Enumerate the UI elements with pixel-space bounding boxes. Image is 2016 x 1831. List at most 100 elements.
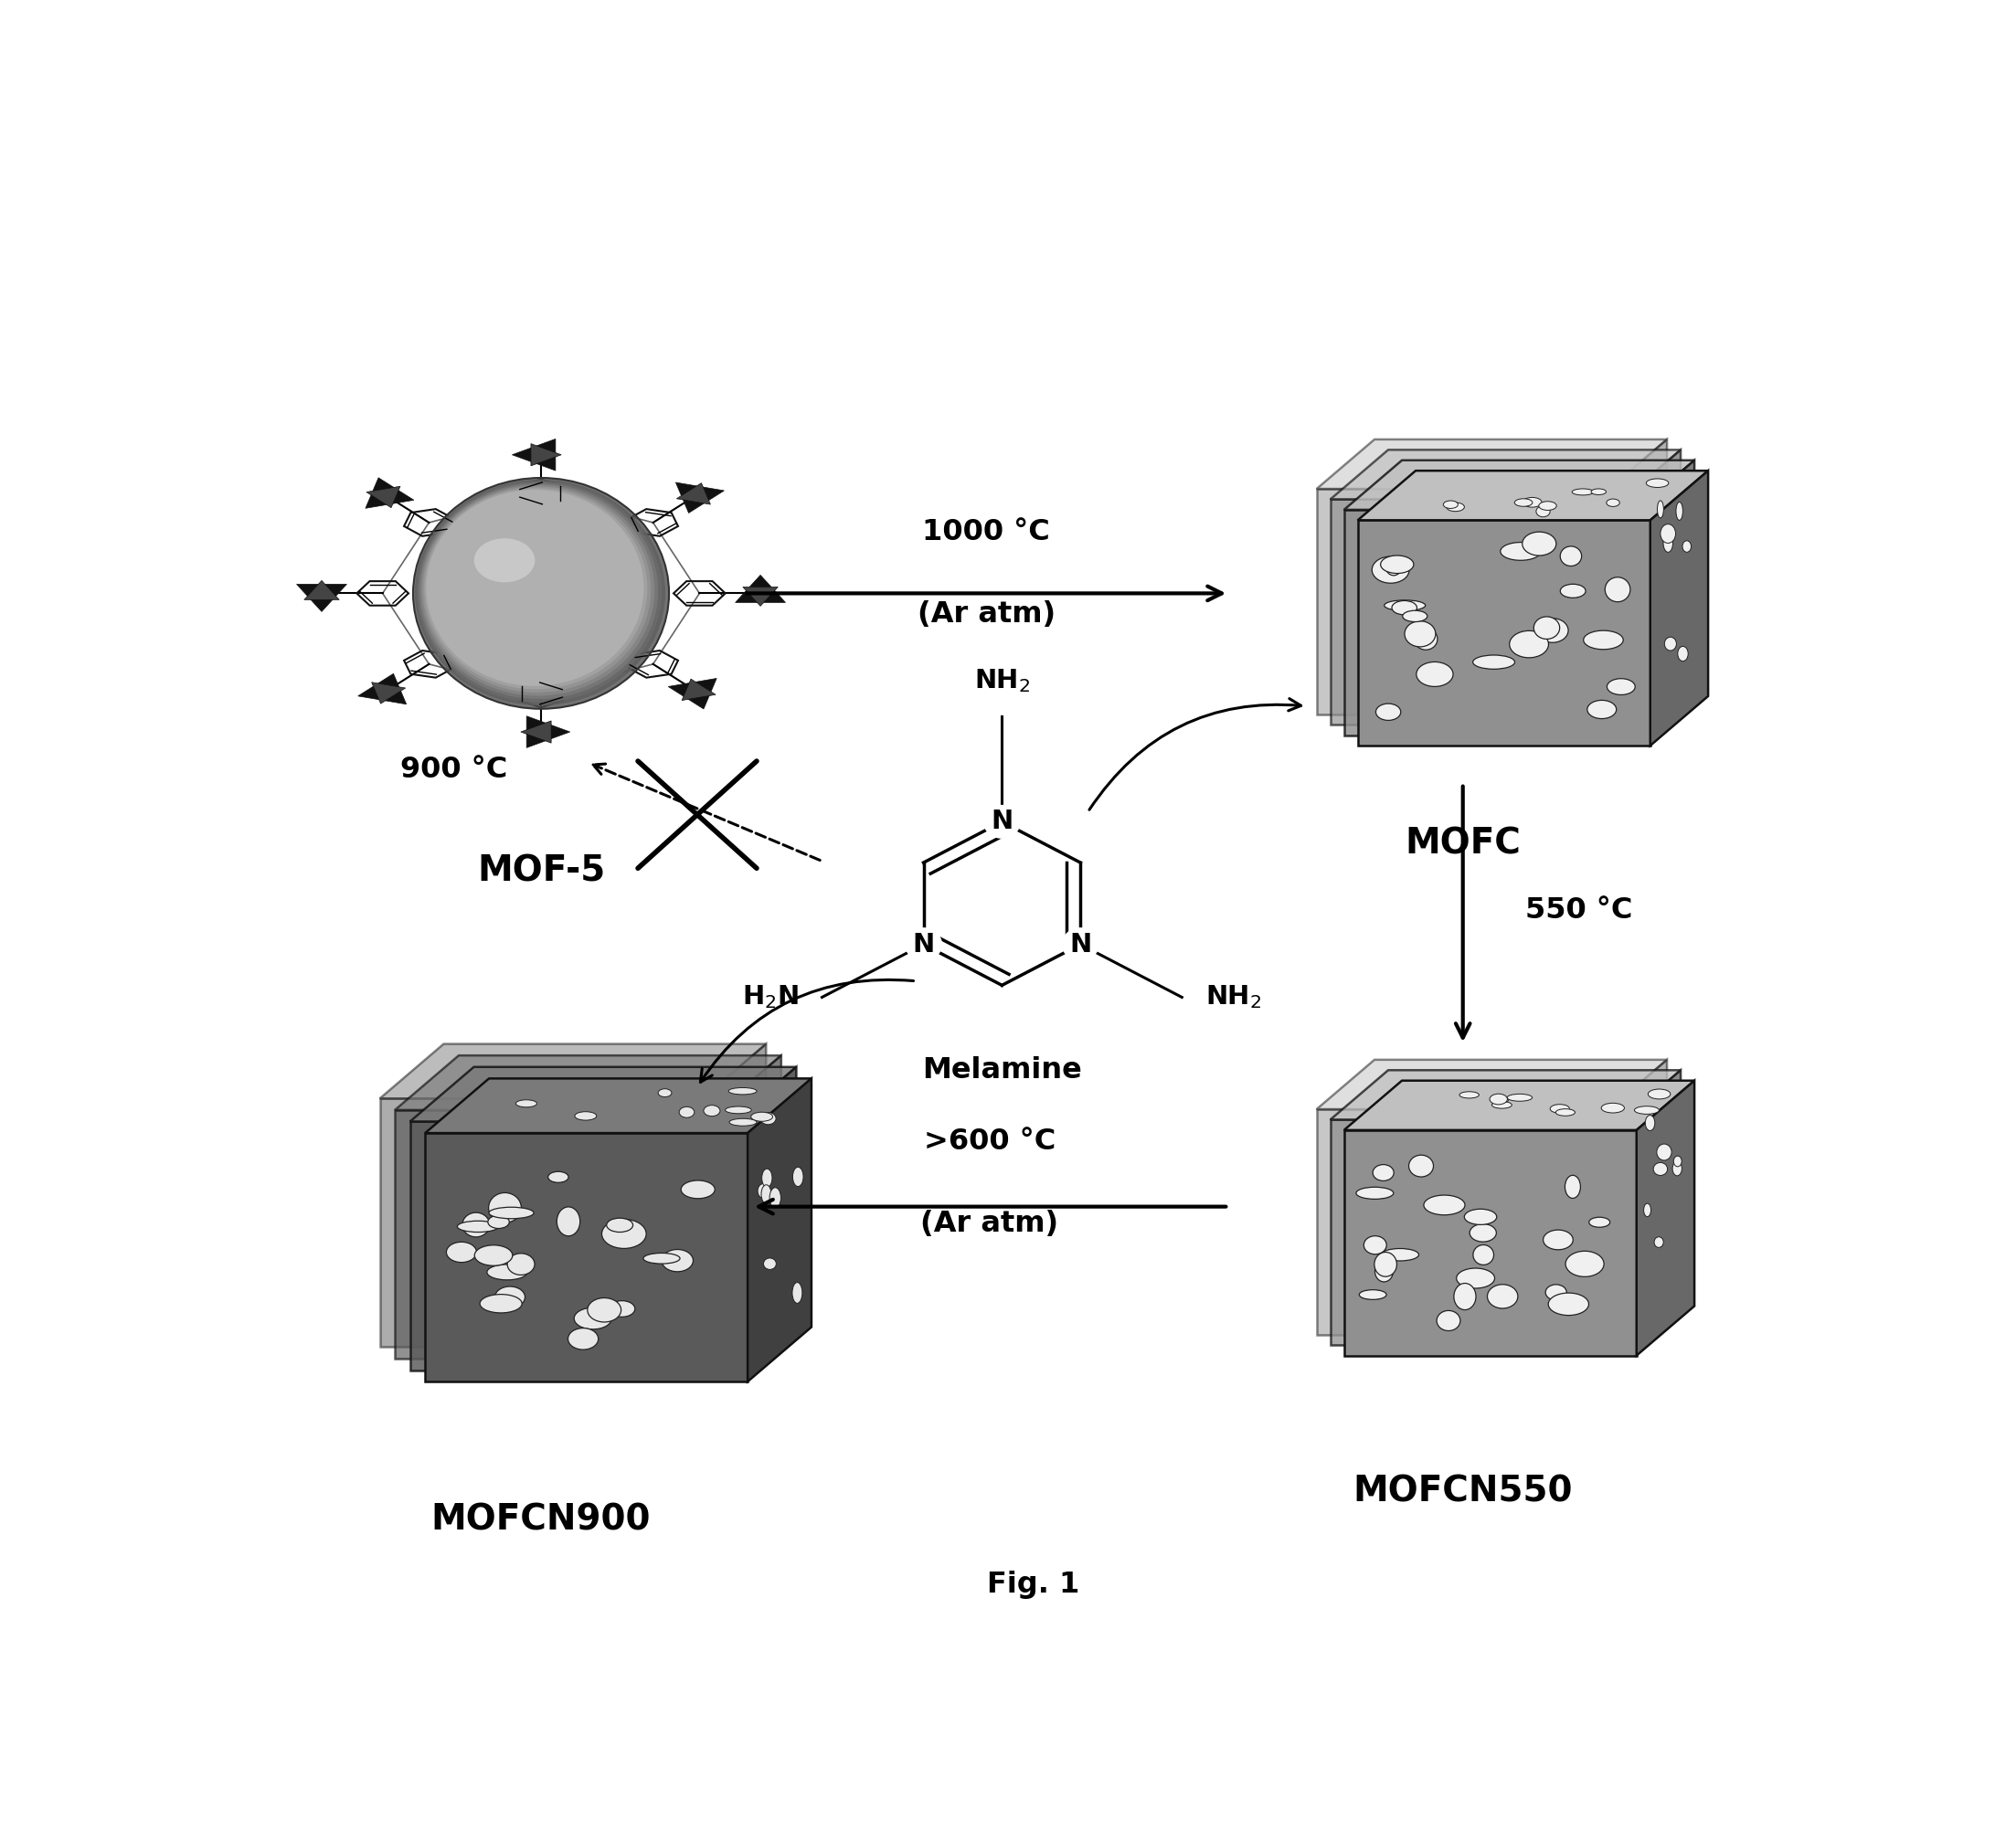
Ellipse shape: [1536, 619, 1568, 643]
Ellipse shape: [1492, 1102, 1512, 1108]
Polygon shape: [1651, 471, 1708, 745]
Ellipse shape: [1653, 1163, 1667, 1176]
Polygon shape: [677, 483, 710, 504]
Ellipse shape: [1454, 1284, 1476, 1309]
Ellipse shape: [1413, 628, 1437, 650]
Polygon shape: [1623, 450, 1681, 725]
Ellipse shape: [415, 480, 665, 705]
Polygon shape: [681, 679, 716, 701]
Ellipse shape: [1403, 610, 1427, 623]
Text: >600 °C: >600 °C: [923, 1128, 1054, 1155]
Ellipse shape: [661, 1249, 694, 1273]
Ellipse shape: [1673, 1155, 1681, 1166]
Polygon shape: [1331, 500, 1623, 725]
Ellipse shape: [679, 1106, 694, 1117]
Ellipse shape: [1536, 505, 1550, 516]
Ellipse shape: [1373, 557, 1409, 582]
Polygon shape: [296, 584, 347, 612]
Text: MOFCN550: MOFCN550: [1353, 1474, 1572, 1509]
Ellipse shape: [1683, 540, 1691, 553]
Ellipse shape: [1572, 489, 1595, 494]
Ellipse shape: [1564, 1176, 1581, 1197]
Ellipse shape: [1675, 502, 1683, 520]
Polygon shape: [530, 443, 560, 465]
Polygon shape: [512, 439, 556, 471]
Text: MOFCN900: MOFCN900: [431, 1503, 651, 1538]
Polygon shape: [1357, 520, 1651, 745]
Polygon shape: [379, 1044, 766, 1099]
Ellipse shape: [1661, 524, 1675, 544]
Ellipse shape: [1645, 1115, 1655, 1132]
Text: 550 °C: 550 °C: [1526, 897, 1633, 925]
Ellipse shape: [490, 1207, 534, 1219]
Ellipse shape: [1587, 699, 1617, 720]
Ellipse shape: [1391, 601, 1417, 615]
Ellipse shape: [1514, 498, 1532, 507]
Circle shape: [905, 928, 941, 961]
Ellipse shape: [508, 1254, 534, 1274]
Ellipse shape: [1657, 500, 1663, 518]
Ellipse shape: [726, 1106, 752, 1113]
Ellipse shape: [1490, 1093, 1508, 1104]
Polygon shape: [1345, 460, 1693, 509]
Ellipse shape: [1470, 1223, 1496, 1241]
Ellipse shape: [1496, 1097, 1508, 1102]
Ellipse shape: [1546, 1285, 1566, 1300]
Ellipse shape: [1522, 498, 1542, 507]
Ellipse shape: [1657, 1144, 1671, 1161]
Polygon shape: [379, 1099, 702, 1348]
Ellipse shape: [1601, 1102, 1625, 1113]
Ellipse shape: [1363, 1236, 1387, 1254]
Ellipse shape: [1357, 1186, 1393, 1199]
Polygon shape: [409, 1122, 732, 1370]
Ellipse shape: [413, 478, 669, 709]
Polygon shape: [1357, 471, 1708, 520]
Ellipse shape: [601, 1219, 647, 1249]
Ellipse shape: [764, 1258, 776, 1269]
Text: 1000 °C: 1000 °C: [923, 518, 1050, 547]
Ellipse shape: [1550, 1104, 1568, 1113]
Polygon shape: [718, 1055, 782, 1359]
Ellipse shape: [488, 1192, 522, 1223]
Ellipse shape: [575, 1111, 597, 1121]
Ellipse shape: [1542, 1230, 1572, 1251]
Ellipse shape: [1583, 630, 1623, 650]
Polygon shape: [675, 482, 724, 513]
Ellipse shape: [643, 1252, 679, 1263]
Ellipse shape: [1605, 577, 1631, 602]
Polygon shape: [1609, 439, 1667, 714]
Ellipse shape: [1655, 1238, 1663, 1247]
Text: N: N: [913, 932, 935, 958]
Text: H$_2$N: H$_2$N: [742, 983, 798, 1011]
Polygon shape: [1623, 1069, 1681, 1346]
Ellipse shape: [1647, 1089, 1671, 1099]
Ellipse shape: [730, 1119, 756, 1126]
Ellipse shape: [1375, 1252, 1397, 1276]
Polygon shape: [702, 1044, 766, 1348]
Ellipse shape: [1375, 1262, 1393, 1282]
Ellipse shape: [462, 1212, 490, 1238]
Ellipse shape: [1510, 630, 1548, 657]
Ellipse shape: [423, 487, 651, 692]
Ellipse shape: [1381, 555, 1413, 573]
Ellipse shape: [1560, 584, 1587, 599]
Text: N: N: [1068, 932, 1091, 958]
Ellipse shape: [1589, 1218, 1611, 1227]
Ellipse shape: [575, 1307, 611, 1329]
Polygon shape: [1316, 489, 1609, 714]
Text: N: N: [992, 809, 1012, 835]
Polygon shape: [732, 1067, 796, 1370]
Polygon shape: [409, 1067, 796, 1122]
Ellipse shape: [488, 1216, 510, 1229]
Ellipse shape: [792, 1166, 802, 1186]
Ellipse shape: [446, 1241, 476, 1262]
Ellipse shape: [760, 1113, 776, 1124]
Text: Melamine: Melamine: [921, 1056, 1083, 1084]
Polygon shape: [365, 478, 413, 509]
Ellipse shape: [1405, 621, 1435, 646]
Polygon shape: [1637, 460, 1693, 736]
Polygon shape: [395, 1110, 718, 1359]
Polygon shape: [425, 1078, 812, 1133]
Ellipse shape: [1443, 500, 1458, 509]
Ellipse shape: [1677, 646, 1687, 661]
